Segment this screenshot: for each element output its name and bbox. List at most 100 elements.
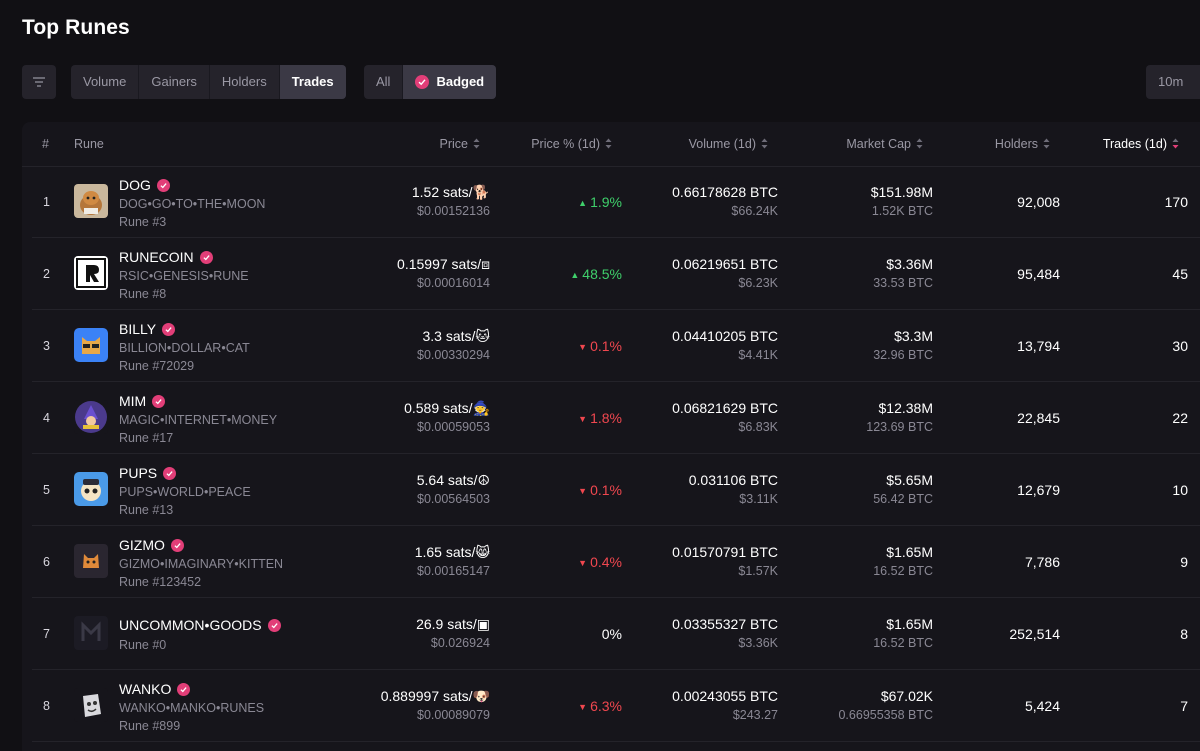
sort-desc-icon — [1172, 138, 1179, 149]
rune-name[interactable]: BILLY — [119, 321, 176, 337]
header-market-cap[interactable]: Market Cap — [846, 122, 923, 166]
arrow-down-icon: ▼ — [578, 558, 588, 568]
rune-name[interactable]: RUNECOIN — [119, 249, 213, 265]
rune-name[interactable]: WANKO — [119, 681, 191, 697]
rune-spaced-name: DOG•GO•TO•THE•MOON — [119, 197, 266, 211]
table-row[interactable]: 2 RUNECOIN RSIC•GENESIS•RUNE Rune #8 0.1… — [32, 238, 1200, 310]
price-change: ▼ 0.1% — [578, 338, 622, 354]
market-cap-usd: $3.36M — [886, 256, 933, 272]
header-price[interactable]: Price — [440, 122, 480, 166]
rune-name[interactable]: MIM — [119, 393, 166, 409]
table-row[interactable]: 8 WANKO WANKO•MANKO•RUNES Rune #899 0.88… — [32, 670, 1200, 742]
header-market-cap-label: Market Cap — [846, 137, 911, 151]
rank: 2 — [43, 267, 50, 281]
volume-btc: 0.66178628 BTC — [672, 184, 778, 200]
rune-name[interactable]: GIZMO — [119, 537, 184, 553]
sort-icon — [1043, 138, 1050, 149]
price-usd: $0.00016014 — [417, 276, 490, 290]
price-change-value: 0% — [601, 626, 622, 642]
rune-name-text: MIM — [119, 393, 147, 409]
header-trades[interactable]: Trades (1d) — [1103, 122, 1179, 166]
rune-name-text: RUNECOIN — [119, 249, 194, 265]
table-row[interactable]: 6 GIZMO GIZMO•IMAGINARY•KITTEN Rune #123… — [32, 526, 1200, 598]
trades-count: 30 — [1172, 338, 1188, 354]
header-holders[interactable]: Holders — [995, 122, 1050, 166]
trades-count: 9 — [1180, 554, 1188, 570]
time-range-10m[interactable]: 10m — [1146, 65, 1200, 99]
holders-count: 5,424 — [1024, 698, 1060, 714]
tab-badged[interactable]: Badged — [403, 65, 497, 99]
rank: 8 — [43, 699, 50, 713]
price-change-value: 0.4% — [590, 554, 622, 570]
arrow-up-icon: ▲ — [570, 270, 580, 280]
table-row[interactable]: 3 BILLY BILLION•DOLLAR•CAT Rune #72029 3… — [32, 310, 1200, 382]
filter-tabs: All Badged — [364, 65, 497, 99]
rune-spaced-name: BILLION•DOLLAR•CAT — [119, 341, 250, 355]
price-change-value: 1.9% — [590, 194, 622, 210]
price-change: ▼ 0.4% — [578, 554, 622, 570]
price-change: ▼ 0.1% — [578, 482, 622, 498]
mim-logo — [74, 400, 108, 434]
header-price-pct[interactable]: Price % (1d) — [531, 122, 612, 166]
holders-count: 12,679 — [1017, 482, 1060, 498]
rune-name-text: DOG — [119, 177, 151, 193]
price-sats: 1.65 sats/😸 — [414, 544, 490, 560]
trades-count: 8 — [1180, 626, 1188, 642]
rune-name[interactable]: PUPS — [119, 465, 177, 481]
sort-icon — [761, 138, 768, 149]
rank: 7 — [43, 627, 50, 641]
wanko-logo — [74, 688, 108, 722]
verified-badge-icon — [163, 466, 177, 480]
rank: 3 — [43, 339, 50, 353]
rune-name-text: PUPS — [119, 465, 158, 481]
rune-name-text: UNCOMMON•GOODS — [119, 617, 262, 633]
tab-holders[interactable]: Holders — [210, 65, 280, 99]
rune-name[interactable]: UNCOMMON•GOODS — [119, 617, 281, 633]
price-usd: $0.00564503 — [417, 492, 490, 506]
tab-gainers[interactable]: Gainers — [139, 65, 210, 99]
filter-button[interactable] — [22, 65, 56, 99]
dog-logo — [74, 184, 108, 218]
market-cap-usd: $1.65M — [886, 616, 933, 632]
volume-usd: $243.27 — [732, 708, 778, 722]
header-volume-label: Volume (1d) — [688, 137, 756, 151]
tab-trades[interactable]: Trades — [279, 65, 346, 99]
gizmo-logo — [74, 544, 108, 578]
price-change: ▼ 6.3% — [578, 698, 622, 714]
table-row[interactable]: 4 MIM MAGIC•INTERNET•MONEY Rune #17 0.58… — [32, 382, 1200, 454]
tab-all[interactable]: All — [364, 65, 404, 99]
rune-name[interactable]: DOG — [119, 177, 170, 193]
header-volume[interactable]: Volume (1d) — [689, 122, 768, 166]
market-cap-btc: 123.69 BTC — [866, 420, 933, 434]
holders-count: 13,794 — [1017, 338, 1060, 354]
arrow-up-icon: ▲ — [578, 198, 588, 208]
volume-usd: $3.11K — [739, 492, 778, 506]
pups-logo — [74, 472, 108, 506]
volume-btc: 0.06821629 BTC — [672, 400, 778, 416]
price-usd: $0.026924 — [430, 636, 490, 650]
table-row[interactable]: 5 PUPS PUPS•WORLD•PEACE Rune #13 5.64 sa… — [32, 454, 1200, 526]
market-cap-btc: 16.52 BTC — [873, 564, 933, 578]
trades-count: 170 — [1164, 194, 1188, 210]
rune-spaced-name: GIZMO•IMAGINARY•KITTEN — [119, 557, 284, 571]
arrow-down-icon: ▼ — [578, 414, 588, 424]
price-usd: $0.00059053 — [417, 420, 490, 434]
rune-number: Rune #3 — [119, 215, 167, 229]
badge-check-icon — [415, 75, 430, 89]
rune-spaced-name: MAGIC•INTERNET•MONEY — [119, 413, 278, 427]
volume-usd: $6.83K — [738, 420, 778, 434]
market-cap-btc: 0.66955358 BTC — [838, 708, 933, 722]
rune-number: Rune #72029 — [119, 359, 195, 373]
verified-badge-icon — [156, 178, 170, 192]
volume-btc: 0.03355327 BTC — [672, 616, 778, 632]
volume-usd: $66.24K — [731, 204, 778, 218]
table-row[interactable]: 1 DOG DOG•GO•TO•THE•MOON Rune #3 1.52 sa… — [32, 166, 1200, 238]
rune-name-text: GIZMO — [119, 537, 165, 553]
market-cap-btc: 16.52 BTC — [873, 636, 933, 650]
rune-spaced-name: PUPS•WORLD•PEACE — [119, 485, 251, 499]
tab-volume[interactable]: Volume — [71, 65, 140, 99]
rune-number: Rune #899 — [119, 719, 181, 733]
table-row[interactable]: 7 UNCOMMON•GOODS Rune #0 26.9 sats/▣ $0.… — [32, 598, 1200, 670]
price-usd: $0.00330294 — [417, 348, 490, 362]
price-sats: 0.589 sats/🧙 — [404, 400, 490, 416]
